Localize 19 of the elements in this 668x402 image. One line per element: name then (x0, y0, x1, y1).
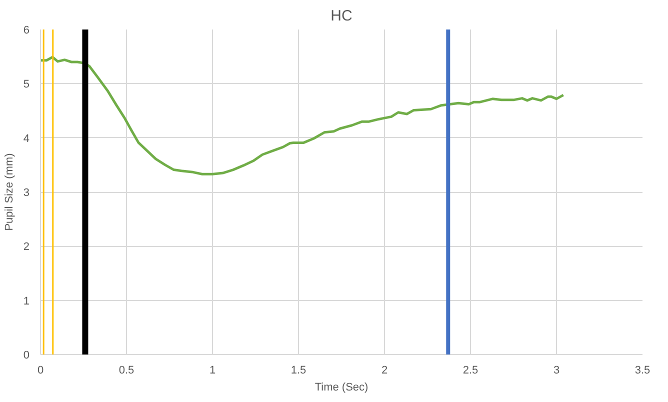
chart-title: HC (330, 8, 352, 24)
x-tick-label: 2 (381, 364, 388, 376)
y-tick-label: 0 (23, 350, 30, 362)
y-tick-label: 4 (23, 132, 30, 145)
y-tick-label: 1 (23, 295, 30, 308)
y-tick-label: 3 (23, 187, 30, 199)
x-tick-label: 0.5 (118, 364, 134, 376)
y-tick-label: 6 (23, 24, 30, 36)
x-tick-label: 3.5 (634, 364, 650, 376)
y-tick-label: 2 (23, 241, 30, 254)
line-series (40, 56, 565, 176)
y-tick-label: 5 (23, 78, 30, 91)
x-tick-label: 1 (209, 364, 216, 376)
x-tick-label: 2.5 (462, 364, 478, 376)
x-tick-label: 3 (553, 364, 560, 376)
x-axis-title: Time (Sec) (314, 382, 368, 394)
y-axis-title: Pupil Size (mm) (3, 153, 16, 231)
x-tick-label: 0 (37, 364, 44, 376)
x-tick-label: 1.5 (290, 364, 306, 376)
